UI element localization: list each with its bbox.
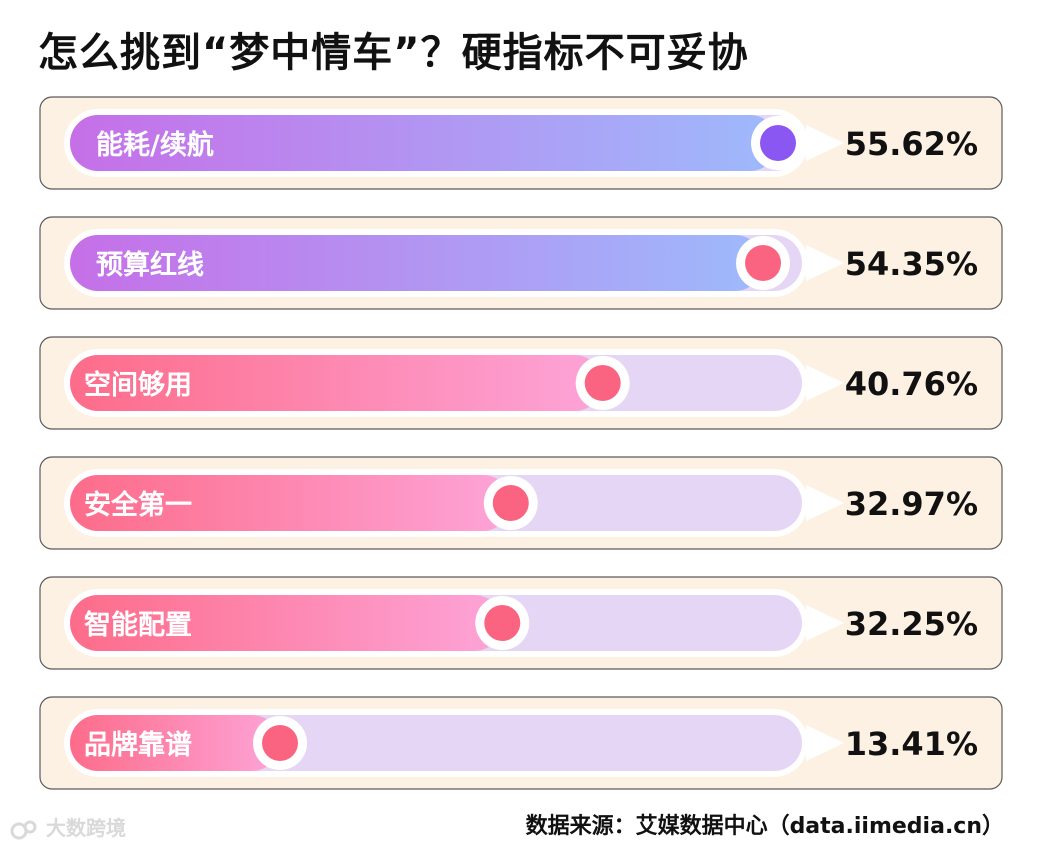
bar-knob (760, 125, 796, 161)
bar-fill (70, 115, 778, 171)
bar-knob (584, 365, 621, 401)
watermark-logo-icon (10, 820, 37, 839)
chart-title: 怎么挑到“梦中情车”？硬指标不可妥协 (38, 30, 749, 76)
data-source: 数据来源：艾媒数据中心（data.iimedia.cn） (525, 814, 1004, 839)
bar-pointer (806, 365, 844, 401)
value-label: 55.62% (845, 125, 978, 163)
bar-pointer (806, 485, 844, 521)
bar-pointer (806, 245, 844, 281)
value-label: 40.76% (845, 365, 978, 403)
bar-fill (70, 475, 511, 531)
value-label: 32.25% (845, 605, 978, 643)
category-label: 安全第一 (84, 489, 192, 521)
watermark: 大数跨境 (10, 812, 126, 841)
bar-fill (70, 355, 603, 411)
bar-knob (484, 605, 521, 641)
bar-knob (745, 245, 782, 281)
bar-row: 智能配置 32.25% (39, 576, 1003, 670)
value-label: 13.41% (845, 725, 978, 763)
category-label: 预算红线 (96, 249, 204, 281)
category-label: 品牌靠谱 (84, 729, 192, 761)
value-label: 32.97% (845, 485, 978, 523)
watermark-text: 大数跨境 (46, 816, 126, 840)
bar-pointer (806, 605, 844, 641)
bar-row: 品牌靠谱 13.41% (39, 696, 1003, 790)
bar-fill (70, 715, 280, 771)
category-label: 智能配置 (84, 609, 192, 641)
bar-pointer (806, 125, 844, 161)
bar-fill (70, 595, 503, 651)
bar-knob (262, 725, 298, 761)
category-label: 能耗/续航 (96, 129, 214, 161)
bar-row: 空间够用 40.76% (39, 336, 1003, 430)
bar-fill (70, 235, 764, 291)
bar-row: 能耗/续航 55.62% (39, 96, 1003, 190)
bar-pointer (806, 725, 844, 761)
value-label: 54.35% (845, 245, 978, 283)
bar-row: 安全第一 32.97% (39, 456, 1003, 550)
category-label: 空间够用 (84, 369, 192, 401)
bar-knob (492, 485, 529, 521)
bar-row: 预算红线 54.35% (39, 216, 1003, 310)
